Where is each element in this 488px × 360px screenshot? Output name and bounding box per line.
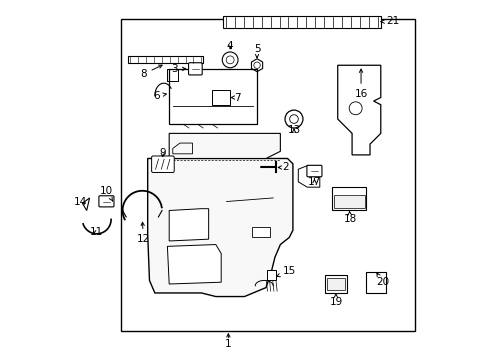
Text: 14: 14 (74, 197, 87, 207)
Bar (325, 275, 346, 293)
Bar (366, 272, 386, 293)
Bar (332, 187, 366, 211)
Text: 21: 21 (380, 17, 399, 27)
Text: 1: 1 (224, 339, 231, 349)
Bar (121, 19, 414, 330)
Text: 2: 2 (278, 162, 288, 172)
Text: 7: 7 (230, 93, 240, 103)
Text: 3: 3 (171, 64, 185, 74)
Bar (128, 56, 203, 63)
Bar (223, 16, 380, 28)
Bar (266, 270, 275, 280)
Polygon shape (147, 158, 292, 297)
FancyBboxPatch shape (99, 196, 114, 207)
Text: 8: 8 (140, 65, 162, 79)
Text: 11: 11 (90, 227, 103, 237)
Text: 18: 18 (343, 211, 356, 224)
Polygon shape (169, 134, 280, 158)
Bar (333, 195, 364, 208)
FancyBboxPatch shape (306, 165, 321, 177)
Text: 17: 17 (307, 177, 321, 187)
Text: 9: 9 (159, 148, 166, 158)
Text: 20: 20 (375, 273, 388, 287)
Text: 15: 15 (276, 266, 295, 277)
FancyBboxPatch shape (188, 63, 202, 75)
Text: 12: 12 (137, 222, 150, 244)
Polygon shape (167, 244, 221, 284)
Text: 5: 5 (253, 44, 260, 58)
Bar (169, 69, 257, 125)
Text: 13: 13 (287, 125, 300, 135)
Polygon shape (169, 209, 208, 241)
Text: 6: 6 (153, 91, 166, 101)
FancyBboxPatch shape (151, 156, 174, 172)
Text: 16: 16 (354, 69, 367, 99)
FancyBboxPatch shape (212, 90, 230, 105)
Text: 10: 10 (100, 186, 113, 201)
Bar (326, 278, 344, 291)
Polygon shape (251, 226, 269, 237)
Text: 19: 19 (328, 294, 342, 307)
Text: 4: 4 (226, 41, 233, 50)
